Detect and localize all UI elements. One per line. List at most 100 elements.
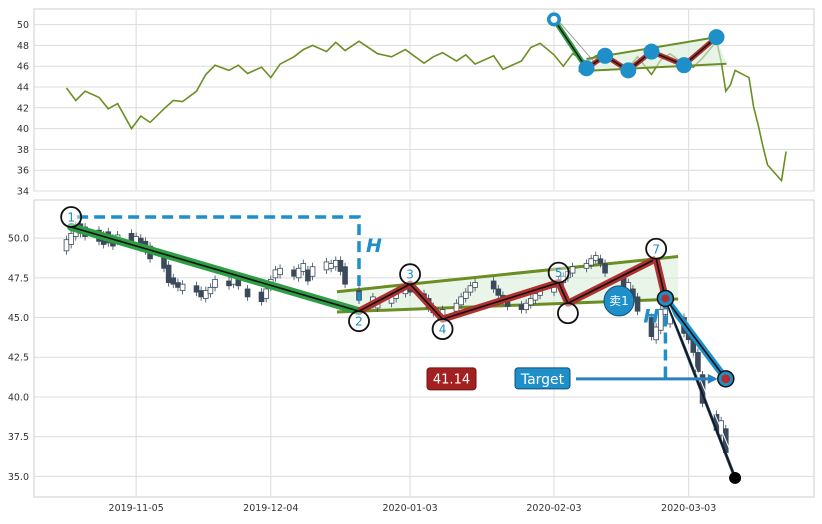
- top-price-panel: 34 36 38 40 42 44 46 48 50: [17, 8, 815, 198]
- candle-body: [198, 290, 204, 298]
- bottom-x-tick-label: 2020-01-03: [382, 503, 437, 514]
- candle-body: [467, 285, 474, 293]
- top-panel-frame: [33, 8, 815, 192]
- candle-body: [63, 239, 70, 252]
- bottom-x-tick-labels: 2019-11-05 2019-12-04 2020-01-03 2020-02-03…: [109, 503, 717, 514]
- top-channel-lower: [578, 62, 727, 73]
- pattern-point-circle: [547, 261, 570, 284]
- candle-body: [323, 261, 330, 271]
- projection-core: [664, 297, 727, 380]
- candle-body: [305, 269, 311, 282]
- top-y-tick-label: 50: [17, 20, 29, 31]
- bottom-panel-frame: [33, 199, 815, 498]
- top-pattern-point: [676, 57, 692, 74]
- annotations: 41.14 Target 卖1 H H: [366, 235, 659, 391]
- top-guide-line: [557, 20, 595, 63]
- candle-body: [569, 266, 576, 274]
- bottom-candle-panel: 35.037.540.042.545.047.550.0 2019-11-05 2…: [8, 199, 815, 514]
- bottom-x-tick-label: 2020-03-03: [661, 503, 716, 514]
- top-pattern-point-center: [550, 15, 558, 23]
- top-pattern-point: [578, 60, 595, 77]
- candle-body: [175, 282, 181, 288]
- channel-upper-line: [336, 255, 679, 294]
- pattern-point-circle: [60, 206, 83, 228]
- top-pattern-point: [597, 47, 614, 64]
- top-y-tick-label: 42: [17, 103, 29, 114]
- candle-body: [695, 352, 701, 372]
- measure-label-upper: H: [366, 235, 382, 257]
- pattern-overlay: 1 2 3 4 5 7: [60, 206, 742, 484]
- pattern-point-circle: [645, 237, 668, 260]
- candle-body: [453, 302, 460, 312]
- pattern-point-label: 4: [439, 323, 447, 337]
- downtrend-core: [70, 226, 360, 312]
- target-label-text: Target: [520, 372, 565, 388]
- top-y-tick-label: 40: [17, 124, 29, 135]
- bottom-y-tick-label: 47.5: [8, 273, 29, 284]
- top-y-tick-label: 36: [17, 166, 29, 177]
- candle-body: [462, 291, 469, 299]
- candle-body: [597, 258, 604, 264]
- pattern-point-circle: [557, 302, 579, 325]
- candle-body: [592, 255, 599, 261]
- candle-body: [226, 280, 232, 287]
- candle-body: [309, 266, 316, 277]
- top-y-tick-label: 44: [17, 83, 29, 94]
- top-pattern-point: [620, 62, 637, 79]
- breakdown-point-center: [661, 294, 670, 303]
- target-value-text: 41.14: [433, 372, 470, 387]
- target-badge: Target: [514, 367, 571, 390]
- candle-body: [212, 279, 218, 288]
- candle-body: [300, 263, 307, 272]
- candle-body: [193, 285, 200, 293]
- bottom-x-tick-label: 2019-12-04: [243, 503, 298, 514]
- top-y-tick-label: 34: [17, 187, 29, 198]
- zigzag-core: [358, 258, 657, 321]
- pattern-point-label: 7: [652, 242, 660, 256]
- pattern-point-label: 2: [355, 315, 363, 329]
- candle-body: [657, 309, 664, 331]
- candle-body: [495, 288, 502, 296]
- candle-body: [244, 288, 251, 298]
- candle-body: [277, 267, 283, 276]
- measure-dashed-upper: [77, 215, 361, 302]
- candle-body: [202, 290, 209, 299]
- candle-body: [68, 232, 74, 245]
- candle-body: [490, 280, 497, 290]
- bottom-y-tick-label: 35.0: [8, 472, 29, 483]
- top-pattern-point: [643, 43, 660, 60]
- final-drop-core: [664, 298, 736, 479]
- top-pattern-overlay: [547, 12, 727, 79]
- final-drop-highlight: [666, 301, 740, 473]
- pattern-point-label: 3: [406, 268, 414, 282]
- target-badge-box: [514, 367, 571, 390]
- sell-marker-circle: [603, 285, 635, 317]
- pattern-point-circle: [399, 263, 421, 286]
- sell-marker-label: 卖1: [609, 294, 629, 308]
- candle-body: [170, 277, 177, 285]
- candle-body: [272, 269, 279, 279]
- top-y-tick-label: 38: [17, 145, 29, 156]
- candle-body: [263, 288, 269, 299]
- candle-body: [207, 286, 214, 295]
- bottom-y-tick-labels: 35.0 37.5 40.0 42.5 45.0 47.5 50.0: [8, 234, 29, 483]
- bottom-y-tick-label: 50.0: [8, 234, 29, 245]
- top-grid: [34, 9, 814, 192]
- measure-label-lower: H: [643, 306, 659, 328]
- target-value-badge-box: [426, 367, 477, 391]
- target-value-badge: 41.14: [426, 367, 477, 391]
- candle-body: [527, 298, 534, 306]
- candle-body: [523, 302, 529, 310]
- candle-body: [602, 263, 608, 274]
- top-y-tick-labels: 34 36 38 40 42 44 46 48 50: [17, 20, 29, 197]
- bottom-y-tick-label: 42.5: [8, 353, 29, 364]
- top-pattern-point: [708, 29, 725, 46]
- candle-body: [518, 304, 525, 310]
- top-y-tick-label: 46: [17, 62, 29, 73]
- candle-body: [328, 263, 334, 269]
- bottom-x-tick-label: 2019-11-05: [109, 503, 164, 514]
- pattern-point-label: 5: [555, 266, 563, 280]
- top-downtrend-core: [553, 19, 588, 69]
